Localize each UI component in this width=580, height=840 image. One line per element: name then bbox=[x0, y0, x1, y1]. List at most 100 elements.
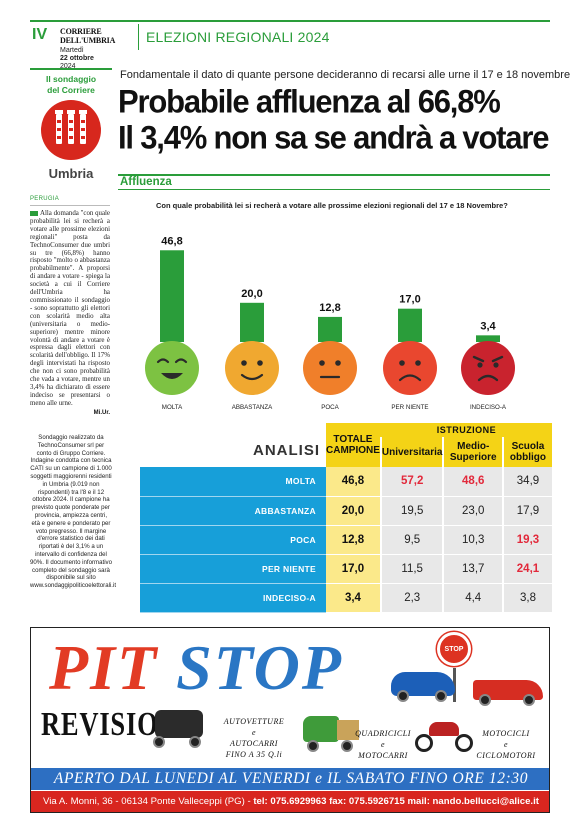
ad-caption-autovetture: AUTOVETTURE e AUTOCARRI FINO A 35 Q.li bbox=[223, 717, 285, 759]
analisi-table-wrap: ANALISI TOTALE CAMPIONE ISTRUZIONE Unive… bbox=[140, 423, 552, 613]
red-sports-car-icon bbox=[473, 672, 543, 712]
cell-value: 2,3 bbox=[379, 583, 444, 613]
bar-value-label: 17,0 bbox=[399, 294, 420, 306]
analisi-title: ANALISI bbox=[253, 442, 320, 459]
cell-value: 23,0 bbox=[442, 496, 503, 526]
header-divider bbox=[138, 24, 139, 50]
sondaggio-label: Il sondaggio del Corriere bbox=[45, 74, 97, 95]
ad-brand: PIT STOP bbox=[49, 632, 343, 703]
masthead: CORRIERE DELL'UMBRIA Martedì 22 ottobre … bbox=[60, 27, 140, 71]
ad-address: Via A. Monni, 36 - 06134 Ponte Vallecepp… bbox=[31, 791, 549, 812]
chart-bar bbox=[318, 316, 342, 342]
headline-line-1: Probabile affluenza al 66,8% bbox=[118, 82, 501, 121]
analisi-table: ANALISI TOTALE CAMPIONE ISTRUZIONE Unive… bbox=[140, 423, 552, 613]
mood-face-icon bbox=[383, 341, 437, 395]
table-row: ABBASTANZA 20,0 19,5 23,0 17,9 bbox=[140, 496, 552, 526]
bar-value-label: 20,0 bbox=[241, 288, 262, 300]
cell-value: 11,5 bbox=[379, 554, 444, 584]
category-label: PER NIENTE bbox=[391, 404, 428, 411]
kicker: Fondamentale il dato di quante persone d… bbox=[120, 69, 571, 81]
byline: Mi.Ur. bbox=[93, 409, 110, 416]
stop-sign-icon: STOP bbox=[437, 632, 471, 666]
bar-value-label: 12,8 bbox=[319, 302, 340, 314]
mood-face-icon bbox=[225, 341, 279, 395]
chart-bar bbox=[398, 308, 422, 342]
ad-caption-quadricicli: QUADRICICLI e MOTOCARRI bbox=[355, 729, 411, 760]
col-totale-campione: TOTALE CAMPIONE bbox=[326, 423, 381, 467]
cell-total: 17,0 bbox=[326, 554, 381, 584]
chart-bar bbox=[160, 250, 184, 342]
page-number: IV bbox=[32, 26, 48, 43]
methodology-note: Sondaggio realizzato da TechnoConsumer s… bbox=[30, 434, 117, 590]
article-column: PERUGIA Alla domanda "con quale probabil… bbox=[30, 196, 110, 416]
cell-value: 34,9 bbox=[501, 467, 552, 497]
cell-value: 10,3 bbox=[442, 525, 503, 555]
cell-value: 19,3 bbox=[501, 525, 552, 555]
motorcycle-icon bbox=[415, 716, 475, 756]
mood-face-icon bbox=[145, 341, 199, 395]
category-label: POCA bbox=[321, 404, 339, 411]
row-label: POCA bbox=[140, 525, 326, 555]
col-medio-superiore: Medio-Superiore bbox=[442, 437, 503, 467]
pitstop-advert: PIT STOP STOP REVISIONI AUTOVETTURE e AUTO… bbox=[30, 627, 550, 813]
issue-date: Martedì 22 ottobre 2024 bbox=[60, 47, 140, 71]
cell-value: 19,5 bbox=[379, 496, 444, 526]
cell-total: 20,0 bbox=[326, 496, 381, 526]
col-group-istruzione: ISTRUZIONE bbox=[380, 423, 552, 437]
bullet-square-icon bbox=[30, 210, 38, 216]
row-label: INDECISO-A bbox=[140, 583, 326, 613]
bar-value-label: 46,8 bbox=[161, 235, 182, 247]
row-label: MOLTA bbox=[140, 467, 326, 497]
chart-bar bbox=[240, 302, 264, 342]
table-row: POCA 12,8 9,5 10,3 19,3 bbox=[140, 525, 552, 555]
cell-value: 4,4 bbox=[442, 583, 503, 613]
blue-car-icon bbox=[391, 666, 455, 706]
sondaggio-box: Il sondaggio del Corriere Umbria bbox=[30, 68, 112, 181]
table-row: PER NIENTE 17,0 11,5 13,7 24,1 bbox=[140, 554, 552, 584]
issue-day: Martedì bbox=[60, 47, 84, 54]
article-body: Alla domanda "con quale probabilità lei … bbox=[30, 210, 110, 407]
ad-caption-motocicli: MOTOCICLI e CICLOMOTORI bbox=[476, 729, 536, 760]
top-rule bbox=[30, 20, 550, 22]
headline-line-2: Il 3,4% non sa se andrà a votare bbox=[118, 118, 549, 157]
chart-bar bbox=[476, 335, 500, 342]
row-label: ABBASTANZA bbox=[140, 496, 326, 526]
table-row: MOLTA 46,8 57,2 48,6 34,9 bbox=[140, 467, 552, 497]
chart-question: Con quale probabilità lei si recherà a v… bbox=[156, 201, 508, 210]
cell-value: 24,1 bbox=[501, 554, 552, 584]
umbria-seal-icon bbox=[41, 100, 101, 160]
section-title: ELEZIONI REGIONALI 2024 bbox=[146, 29, 330, 45]
row-label: PER NIENTE bbox=[140, 554, 326, 584]
headline: Probabile affluenza al 66,8% Il 3,4% non… bbox=[118, 82, 558, 157]
issue-year: 2024 bbox=[60, 63, 76, 70]
affluenza-chart: 46,8 MOLTA 20,0 ABBASTANZA 12,8 POCA 17,0 PER N… bbox=[145, 235, 515, 411]
affluenza-band: Affluenza bbox=[118, 174, 550, 190]
col-scuola-obbligo: Scuola obbligo bbox=[501, 437, 552, 467]
issue-date-text: 22 ottobre bbox=[60, 55, 94, 62]
category-label: MOLTA bbox=[162, 404, 183, 411]
three-wheeler-icon bbox=[301, 714, 361, 754]
mood-face-icon bbox=[461, 341, 515, 395]
region-label: Umbria bbox=[48, 166, 94, 181]
dateline-city: PERUGIA bbox=[30, 196, 110, 206]
mood-face-icon bbox=[303, 341, 357, 395]
cell-value: 3,8 bbox=[501, 583, 552, 613]
newspaper-logo: CORRIERE DELL'UMBRIA bbox=[60, 27, 140, 45]
category-label: ABBASTANZA bbox=[232, 404, 273, 411]
cell-total: 46,8 bbox=[326, 467, 381, 497]
cell-value: 13,7 bbox=[442, 554, 503, 584]
cell-value: 48,6 bbox=[442, 467, 503, 497]
table-row: INDECISO-A 3,4 2,3 4,4 3,8 bbox=[140, 583, 552, 613]
cell-value: 17,9 bbox=[501, 496, 552, 526]
ad-opening-hours: APERTO DAL LUNEDI AL VENERDI e IL SABATO… bbox=[31, 768, 549, 790]
col-universitaria: Universitaria bbox=[379, 437, 444, 467]
cell-value: 9,5 bbox=[379, 525, 444, 555]
cell-total: 3,4 bbox=[326, 583, 381, 613]
newspaper-name: CORRIERE DELL'UMBRIA bbox=[60, 27, 116, 45]
affluenza-label: Affluenza bbox=[120, 176, 172, 188]
bar-value-label: 3,4 bbox=[480, 320, 496, 332]
cell-total: 12,8 bbox=[326, 525, 381, 555]
category-label: INDECISO-A bbox=[470, 404, 507, 411]
cell-value: 57,2 bbox=[379, 467, 444, 497]
vintage-car-icon bbox=[151, 706, 207, 752]
